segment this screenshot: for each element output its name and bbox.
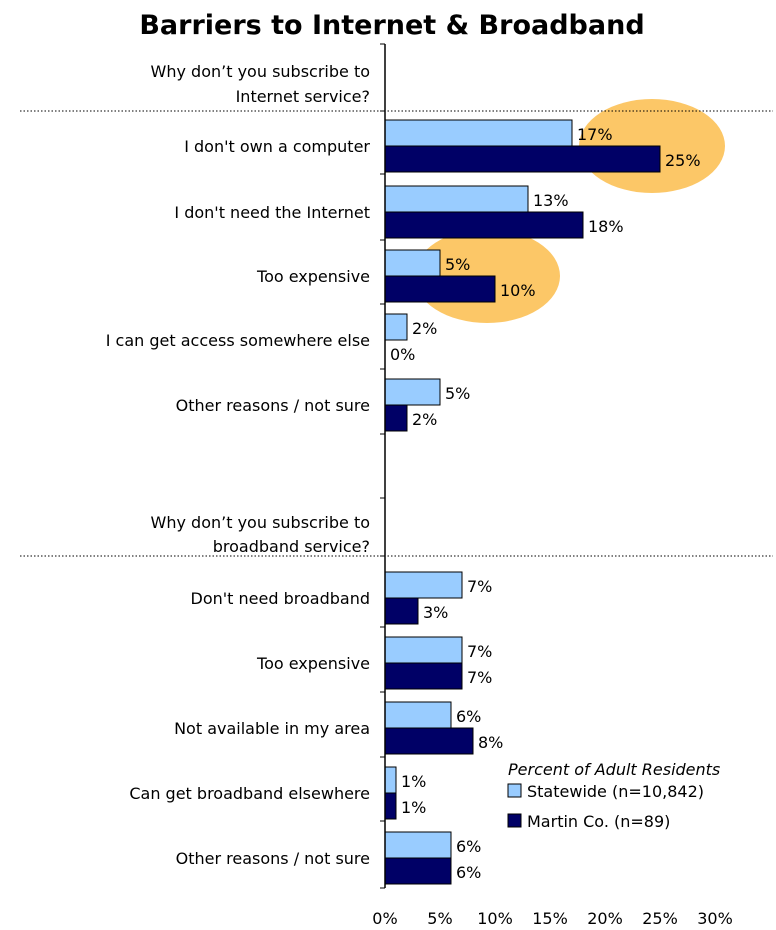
question-text: Internet service? — [236, 87, 370, 106]
data-label-martin: 7% — [467, 668, 492, 687]
category-label: Other reasons / not sure — [176, 396, 370, 415]
bar-statewide — [384, 766, 397, 794]
legend-entry: Statewide (n=10,842) — [527, 782, 704, 801]
bar-martin — [384, 275, 496, 303]
legend-swatch — [507, 813, 522, 828]
x-tick-label: 30% — [697, 909, 733, 928]
data-label-statewide: 6% — [456, 707, 481, 726]
x-tick-label: 20% — [587, 909, 623, 928]
category-label: Don't need broadband — [191, 589, 370, 608]
category-label: I don't need the Internet — [174, 203, 370, 222]
x-tick-label: 5% — [427, 909, 452, 928]
legend: Percent of Adult Residents Statewide (n=… — [507, 760, 720, 831]
data-label-martin: 8% — [478, 733, 503, 752]
question-text: Why don’t you subscribe to — [151, 62, 370, 81]
category-label: Other reasons / not sure — [176, 849, 370, 868]
category-label: Not available in my area — [174, 719, 370, 738]
data-label-statewide: 7% — [467, 642, 492, 661]
axis-layer: 0% 5% 10% 15% 20% 25% 30% — [20, 43, 773, 928]
data-label-martin: 25% — [665, 151, 701, 170]
data-label-statewide: 1% — [401, 772, 426, 791]
bars-layer — [384, 119, 661, 885]
data-label-martin: 0% — [390, 345, 415, 364]
bar-statewide — [384, 185, 529, 213]
question-text: Why don’t you subscribe to — [151, 513, 370, 532]
category-label: Can get broadband elsewhere — [129, 784, 370, 803]
data-label-statewide: 5% — [445, 384, 470, 403]
data-label-statewide: 6% — [456, 837, 481, 856]
data-label-martin: 6% — [456, 863, 481, 882]
data-label-martin: 3% — [423, 603, 448, 622]
bar-martin — [384, 211, 584, 239]
data-label-martin: 1% — [401, 798, 426, 817]
bar-martin — [384, 662, 463, 690]
bar-martin — [384, 727, 474, 755]
category-label: I can get access somewhere else — [106, 331, 370, 350]
bar-statewide — [384, 378, 441, 406]
bar-martin — [384, 404, 408, 432]
bar-statewide — [384, 831, 452, 859]
bar-statewide — [384, 119, 573, 147]
data-label-martin: 10% — [500, 281, 536, 300]
data-label-martin: 2% — [412, 410, 437, 429]
legend-title: Percent of Adult Residents — [508, 760, 720, 779]
bar-statewide — [384, 701, 452, 729]
data-label-statewide: 5% — [445, 255, 470, 274]
x-tick-label: 10% — [477, 909, 513, 928]
x-tick-label: 0% — [372, 909, 397, 928]
bar-martin — [384, 857, 452, 885]
bar-statewide — [384, 636, 463, 664]
bar-statewide — [384, 249, 441, 277]
data-label-martin: 18% — [588, 217, 624, 236]
legend-swatch — [507, 783, 522, 798]
x-tick-label: 25% — [642, 909, 678, 928]
data-label-statewide: 7% — [467, 577, 492, 596]
legend-entry: Martin Co. (n=89) — [527, 812, 670, 831]
category-label: I don't own a computer — [184, 137, 370, 156]
data-label-statewide: 17% — [577, 125, 613, 144]
bar-martin — [384, 792, 397, 820]
data-label-statewide: 2% — [412, 319, 437, 338]
data-label-statewide: 13% — [533, 191, 569, 210]
chart-title: Barriers to Internet & Broadband — [139, 10, 644, 41]
x-tick-label: 15% — [532, 909, 568, 928]
labels-layer: Why don’t you subscribe to Internet servi… — [106, 62, 701, 882]
question-text: broadband service? — [213, 537, 370, 556]
bar-martin — [384, 145, 661, 173]
category-label: Too expensive — [256, 267, 370, 286]
bar-statewide — [384, 313, 408, 341]
category-label: Too expensive — [256, 654, 370, 673]
bar-statewide — [384, 571, 463, 599]
bar-martin — [384, 597, 419, 625]
